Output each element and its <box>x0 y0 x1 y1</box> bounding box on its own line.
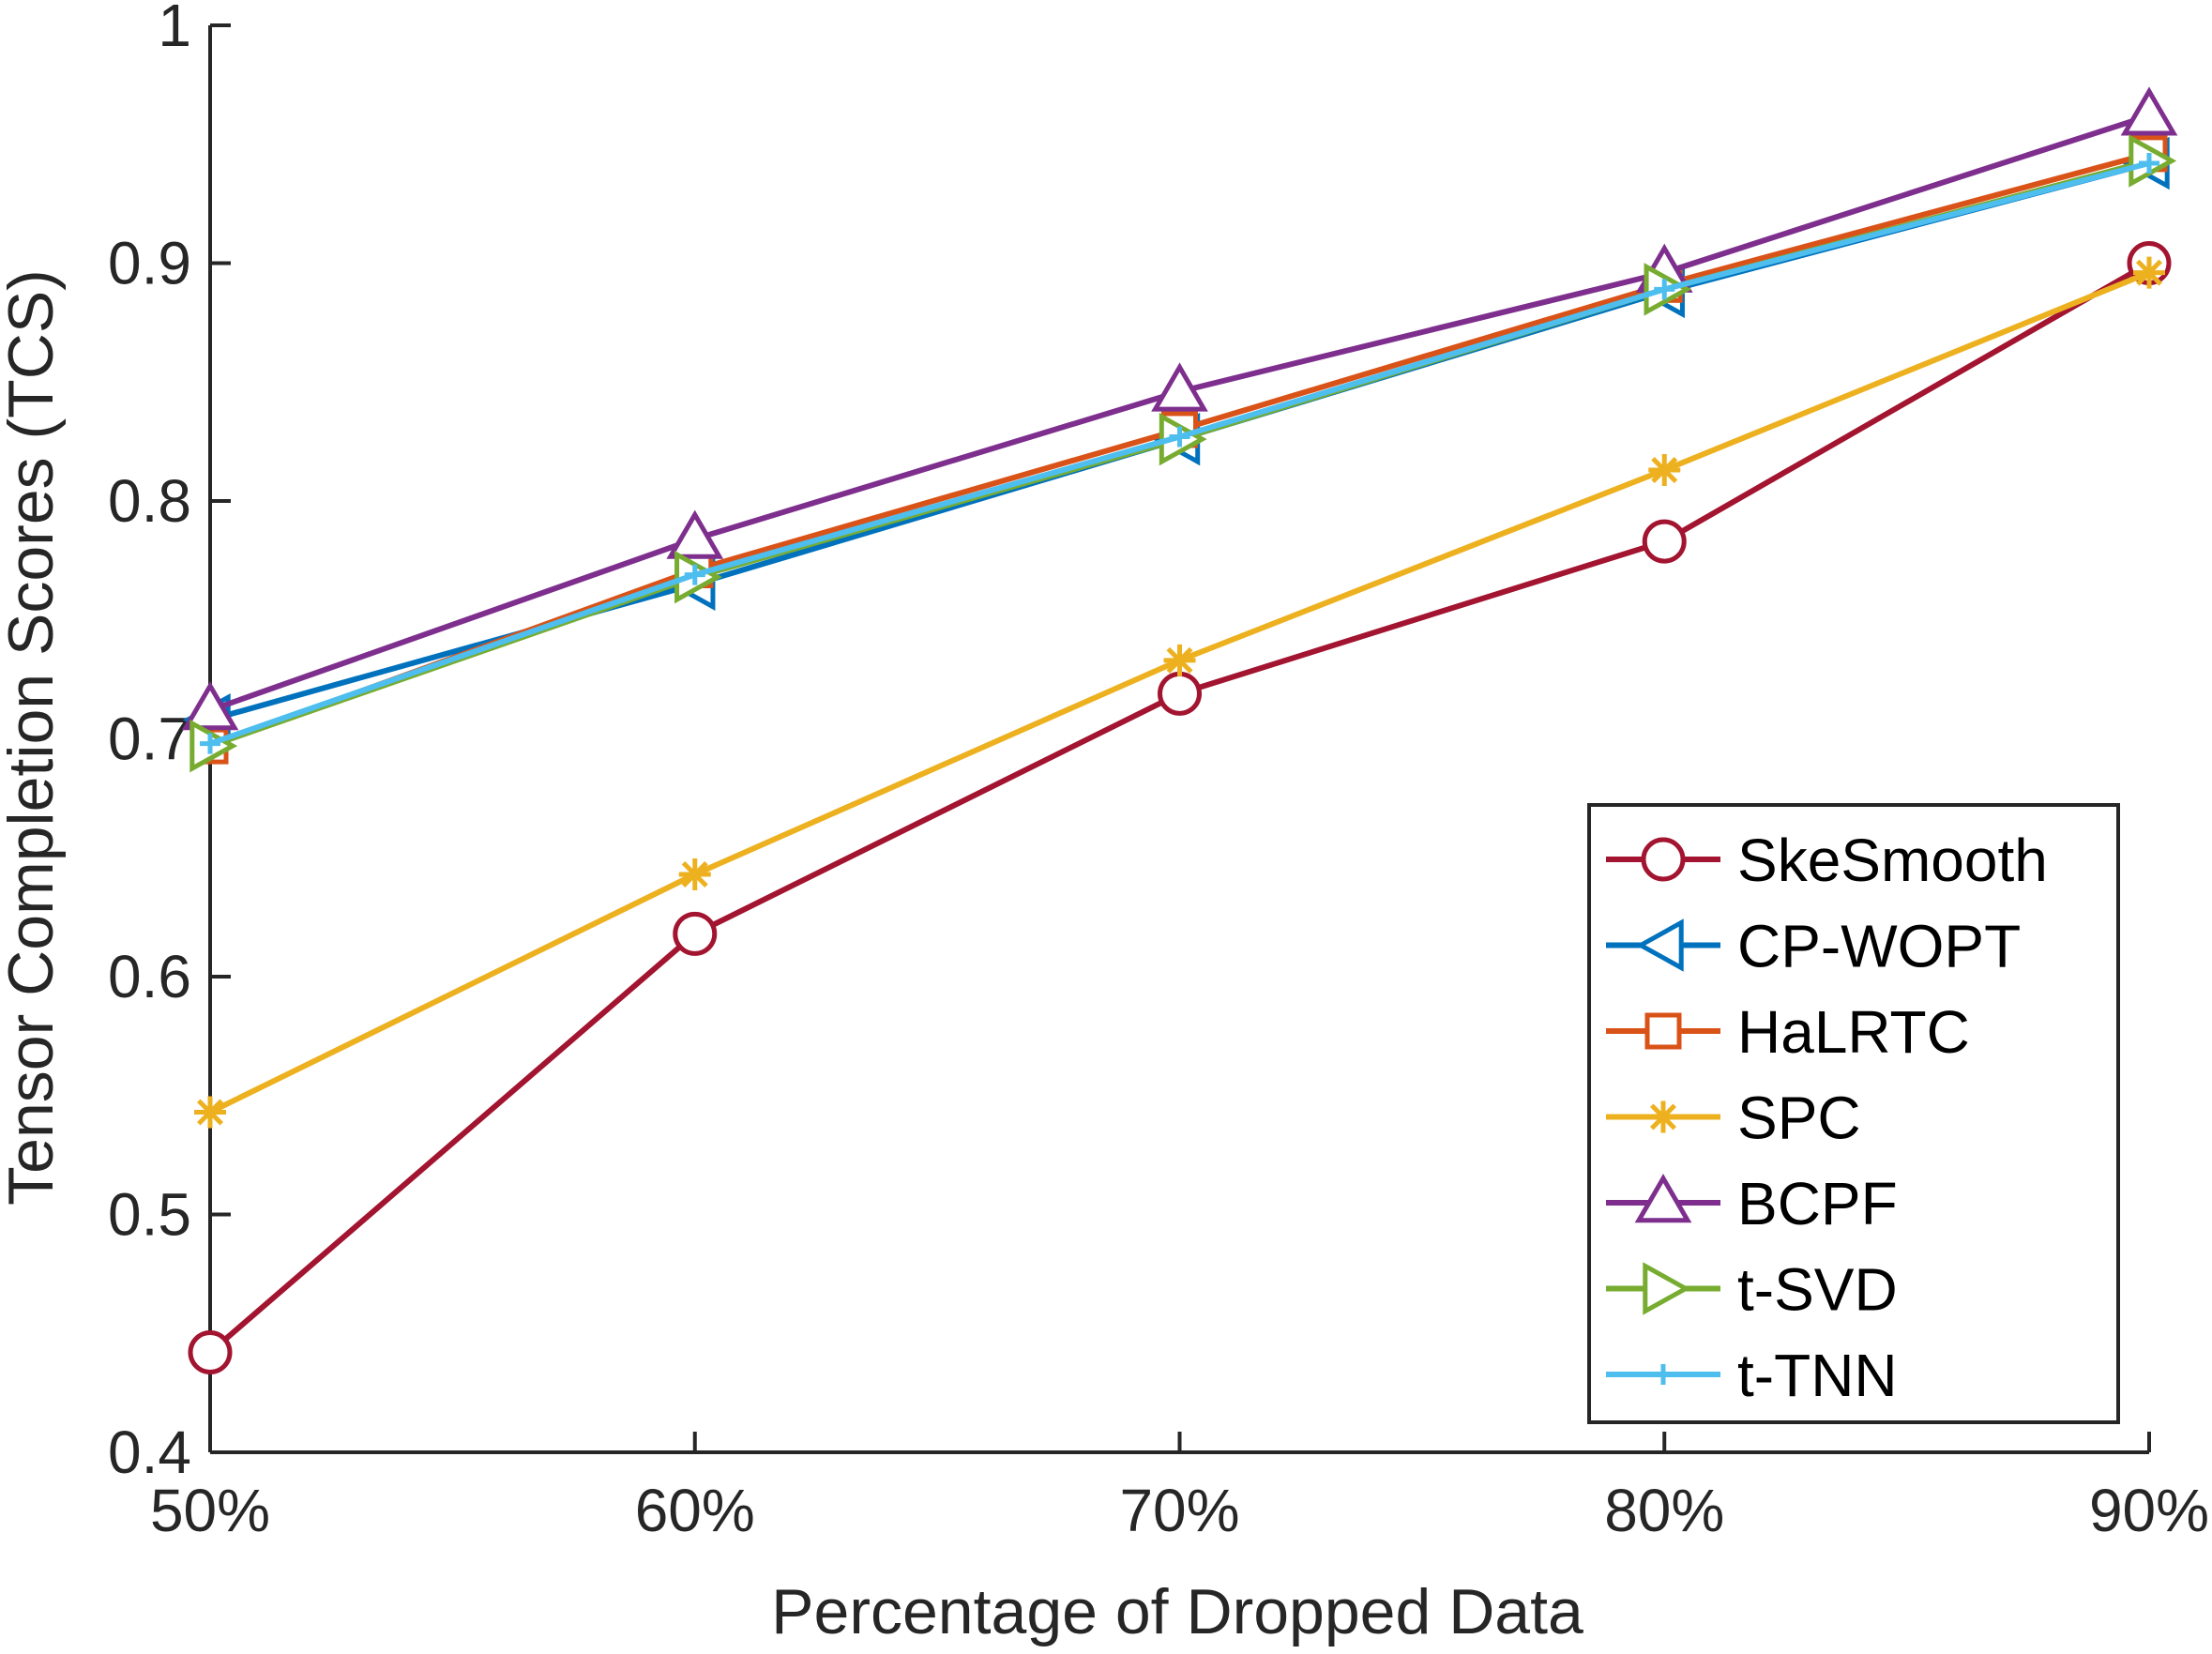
x-tick-label: 80% <box>1604 1477 1724 1544</box>
legend-marker-spc <box>1647 1100 1679 1133</box>
x-axis-title: Percentage of Dropped Data <box>771 1576 1583 1647</box>
legend-item-t-tnn: t-TNN <box>1606 1342 1898 1409</box>
data-point-spc <box>1163 644 1196 676</box>
data-point-bcpf <box>181 681 239 731</box>
data-point-spc <box>194 1096 226 1129</box>
legend-marker-halrtc <box>1644 1012 1682 1050</box>
data-point-spc <box>2133 256 2165 289</box>
data-point-spc <box>678 857 711 890</box>
y-axis-title: Tensor Completion Scores (TCS) <box>0 269 67 1206</box>
data-point-skesmooth <box>673 911 718 956</box>
legend-label: HaLRTC <box>1737 998 1970 1066</box>
data-point-t-tnn <box>684 564 705 585</box>
data-point-skesmooth <box>1158 671 1202 716</box>
data-point-t-tnn <box>1169 426 1190 448</box>
legend-label: CP-WOPT <box>1737 913 2021 980</box>
data-point-bcpf <box>666 509 724 559</box>
legend-item-cp-wopt: CP-WOPT <box>1606 913 2021 980</box>
legend-label: t-SVD <box>1737 1256 1898 1324</box>
data-point-t-tnn <box>2139 153 2159 175</box>
y-tick-label: 0.9 <box>108 230 191 297</box>
legend-marker-skesmooth <box>1641 837 1686 882</box>
data-point-skesmooth <box>188 1330 233 1375</box>
legend-item-skesmooth: SkeSmooth <box>1606 827 2048 894</box>
y-tick-label: 1 <box>158 0 191 59</box>
legend-marker-cp-wopt <box>1635 918 1684 972</box>
legend-item-t-svd: t-SVD <box>1606 1256 1898 1324</box>
legend-marker-t-tnn <box>1653 1364 1674 1385</box>
y-tick-label: 0.6 <box>108 943 191 1010</box>
legend-box <box>1587 803 2120 1424</box>
legend-item-spc: SPC <box>1606 1085 1861 1152</box>
x-tick-label: 90% <box>2089 1477 2209 1544</box>
series-t-tnn <box>200 153 2159 754</box>
legend-label: SPC <box>1737 1085 1861 1152</box>
x-tick-label: 60% <box>635 1477 755 1544</box>
legend-label: SkeSmooth <box>1737 827 2048 894</box>
data-point-t-tnn <box>1654 279 1675 300</box>
y-tick-label: 0.7 <box>108 706 191 773</box>
data-point-t-tnn <box>200 733 220 754</box>
legend-item-bcpf: BCPF <box>1606 1170 1898 1237</box>
axes-layer: 0.4 0.5 0.6 0.7 0.8 0.9 1 50% 60% 70% 80% 90% <box>108 0 2209 1544</box>
series-spc <box>194 256 2165 1129</box>
x-tick-label: 70% <box>1119 1477 1239 1544</box>
legend-item-halrtc: HaLRTC <box>1606 998 1970 1066</box>
data-point-bcpf <box>1151 362 1208 412</box>
x-tick-label: 50% <box>150 1477 270 1544</box>
legend-label: t-TNN <box>1737 1342 1898 1409</box>
series-layer <box>181 86 2178 1375</box>
data-point-bcpf <box>2120 86 2178 136</box>
series-bcpf <box>181 86 2178 731</box>
legend: SkeSmooth CP-WOPT HaLRTC SPC BCPF t-SVD t-TNN <box>1587 803 2120 1424</box>
data-point-spc <box>1648 454 1681 487</box>
legend-marker-bcpf <box>1634 1174 1692 1223</box>
data-point-skesmooth <box>1642 519 1687 564</box>
legend-label: BCPF <box>1737 1170 1898 1237</box>
y-tick-label: 0.4 <box>108 1419 191 1486</box>
y-tick-label: 0.5 <box>108 1181 191 1249</box>
y-tick-label: 0.8 <box>108 467 191 535</box>
legend-marker-t-svd <box>1643 1262 1691 1315</box>
